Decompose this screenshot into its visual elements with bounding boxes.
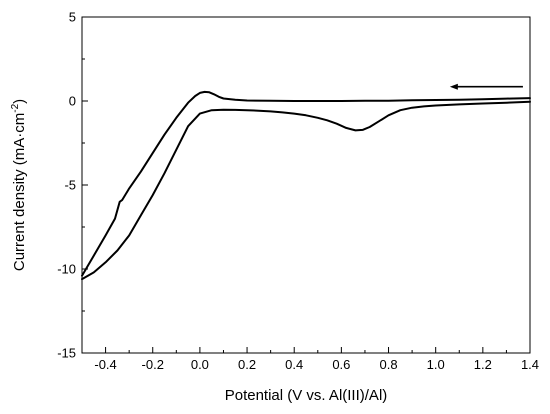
- x-tick-label: -0.2: [142, 357, 164, 372]
- series-group: [81, 90, 531, 281]
- x-tick-label: 0.4: [285, 357, 303, 372]
- x-axis-title: Potential (V vs. Al(III)/Al): [225, 387, 388, 404]
- axis-tick-labels: -0.4 -0.2 0.0 0.2 0.4 0.6 0.8 1.0 1.2 1.4 -15 -10 -5…: [57, 10, 539, 373]
- x-tick-label: -0.4: [94, 357, 116, 372]
- y-axis-title: Current density (mA·cm-2): [10, 99, 28, 271]
- scan-direction-arrow-head: [449, 83, 458, 90]
- y-axis-title-main: Current density (mA·cm: [11, 113, 28, 271]
- axis-ticks: [81, 16, 531, 354]
- series-line-2: [81, 90, 531, 277]
- y-tick-label: 0: [69, 94, 76, 109]
- y-tick-label: -15: [57, 346, 76, 361]
- y-tick-label: -10: [57, 262, 76, 277]
- y-tick-label: 5: [69, 10, 76, 25]
- x-tick-label: 1.2: [474, 357, 492, 372]
- y-axis-title-close: ): [11, 99, 28, 104]
- y-tick-label: -5: [64, 178, 76, 193]
- y-axis-title-superscript: -2: [10, 103, 21, 112]
- scan-direction-arrow: [449, 83, 523, 90]
- x-tick-label: 1.4: [521, 357, 539, 372]
- x-tick-label: 0.0: [191, 357, 209, 372]
- x-tick-label: 0.8: [379, 357, 397, 372]
- x-tick-label: 0.2: [238, 357, 256, 372]
- x-tick-label: 0.6: [332, 357, 350, 372]
- plot-frame: [81, 16, 531, 354]
- x-tick-label: 1.0: [427, 357, 445, 372]
- series-line-1: [81, 100, 531, 281]
